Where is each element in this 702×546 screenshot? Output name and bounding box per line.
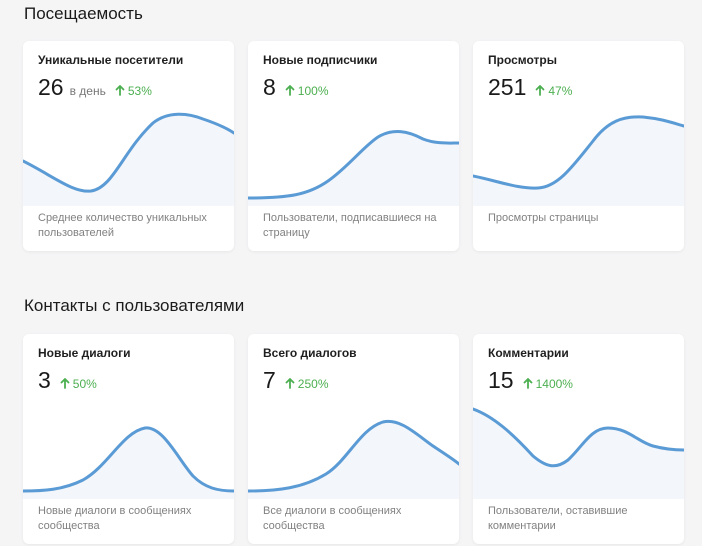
sparkline-chart: [248, 419, 459, 499]
sparkline-area: [248, 421, 459, 499]
card-description: Новые диалоги в сообщениях сообщества: [38, 505, 192, 532]
card-title: Новые диалоги: [38, 346, 131, 360]
trend-badge: 100%: [285, 83, 329, 98]
trend-percent: 100%: [297, 84, 329, 98]
card-comments[interactable]: Комментарии 15 1400% Пользователи, остав…: [473, 334, 684, 544]
trend-percent: 250%: [297, 377, 329, 391]
section-title-contacts: Контакты с пользователями: [24, 296, 245, 315]
card-title: Просмотры: [488, 53, 558, 67]
metric-row: 26 в день 53%: [38, 74, 152, 101]
trend-badge: 47%: [535, 83, 572, 98]
arrow-up-icon: [115, 85, 125, 96]
metric-row: 7 250%: [263, 367, 329, 394]
card-title: Новые подписчики: [263, 53, 378, 67]
sparkline-line: [23, 112, 234, 193]
sparkline-chart: [473, 407, 684, 499]
arrow-up-icon: [60, 378, 70, 389]
trend-percent: 50%: [72, 377, 97, 391]
metric-value: 3: [38, 367, 51, 393]
sparkline-chart: [23, 112, 234, 206]
metric-value: 8: [263, 74, 276, 100]
sparkline-line: [248, 130, 459, 200]
arrow-up-icon: [285, 378, 295, 389]
metric-row: 15 1400%: [488, 367, 573, 394]
arrow-up-icon: [535, 85, 545, 96]
trend-badge: 250%: [285, 376, 329, 391]
card-unique-visitors[interactable]: Уникальные посетители 26 в день 53% Сред…: [23, 41, 234, 251]
card-description: Пользователи, оставившие комментарии: [488, 505, 628, 532]
card-new-dialogs[interactable]: Новые диалоги 3 50% Новые диалоги в сооб…: [23, 334, 234, 544]
sparkline-area: [23, 427, 234, 499]
card-title: Уникальные посетители: [38, 53, 184, 67]
card-description: Среднее количество уникальных пользовате…: [38, 212, 207, 239]
metric-value: 251: [488, 74, 527, 100]
sparkline-chart: [473, 115, 684, 206]
arrow-up-icon: [523, 378, 532, 389]
metric-value: 7: [263, 367, 276, 393]
trend-percent: 53%: [127, 84, 152, 98]
metric-value: 15: [488, 367, 514, 393]
card-description: Пользователи, подписавшиеся на страницу: [263, 212, 437, 239]
card-views[interactable]: Просмотры 251 47% Просмотры страницы: [473, 41, 684, 251]
trend-badge: 50%: [60, 376, 97, 391]
card-new-subscribers[interactable]: Новые подписчики 8 100% Пользователи, по…: [248, 41, 459, 251]
sparkline-area: [473, 116, 684, 206]
sparkline-area: [473, 409, 684, 499]
sparkline-line: [473, 115, 684, 190]
trend-badge: 1400%: [523, 376, 573, 391]
sparkline-chart: [23, 426, 234, 499]
metric-unit: в день: [69, 84, 106, 98]
section-title-traffic: Посещаемость: [24, 4, 143, 23]
arrow-up-icon: [285, 85, 295, 96]
sparkline-line: [473, 407, 684, 468]
sparkline-area: [23, 114, 234, 206]
trend-percent: 47%: [548, 84, 573, 98]
card-total-dialogs[interactable]: Всего диалогов 7 250% Все диалоги в сооб…: [248, 334, 459, 544]
sparkline-area: [248, 131, 459, 206]
card-title: Комментарии: [488, 346, 569, 360]
metric-value: 26: [38, 74, 64, 100]
card-title: Всего диалогов: [263, 346, 357, 360]
sparkline-line: [23, 426, 234, 493]
metric-row: 3 50%: [38, 367, 97, 394]
trend-badge: 53%: [115, 83, 152, 98]
trend-percent: 1400%: [535, 377, 573, 391]
sparkline-line: [248, 419, 459, 493]
metric-row: 251 47%: [488, 74, 572, 101]
card-description: Все диалоги в сообщениях сообщества: [263, 505, 402, 532]
metric-row: 8 100%: [263, 74, 329, 101]
sparkline-chart: [248, 130, 459, 206]
card-description: Просмотры страницы: [488, 212, 599, 224]
